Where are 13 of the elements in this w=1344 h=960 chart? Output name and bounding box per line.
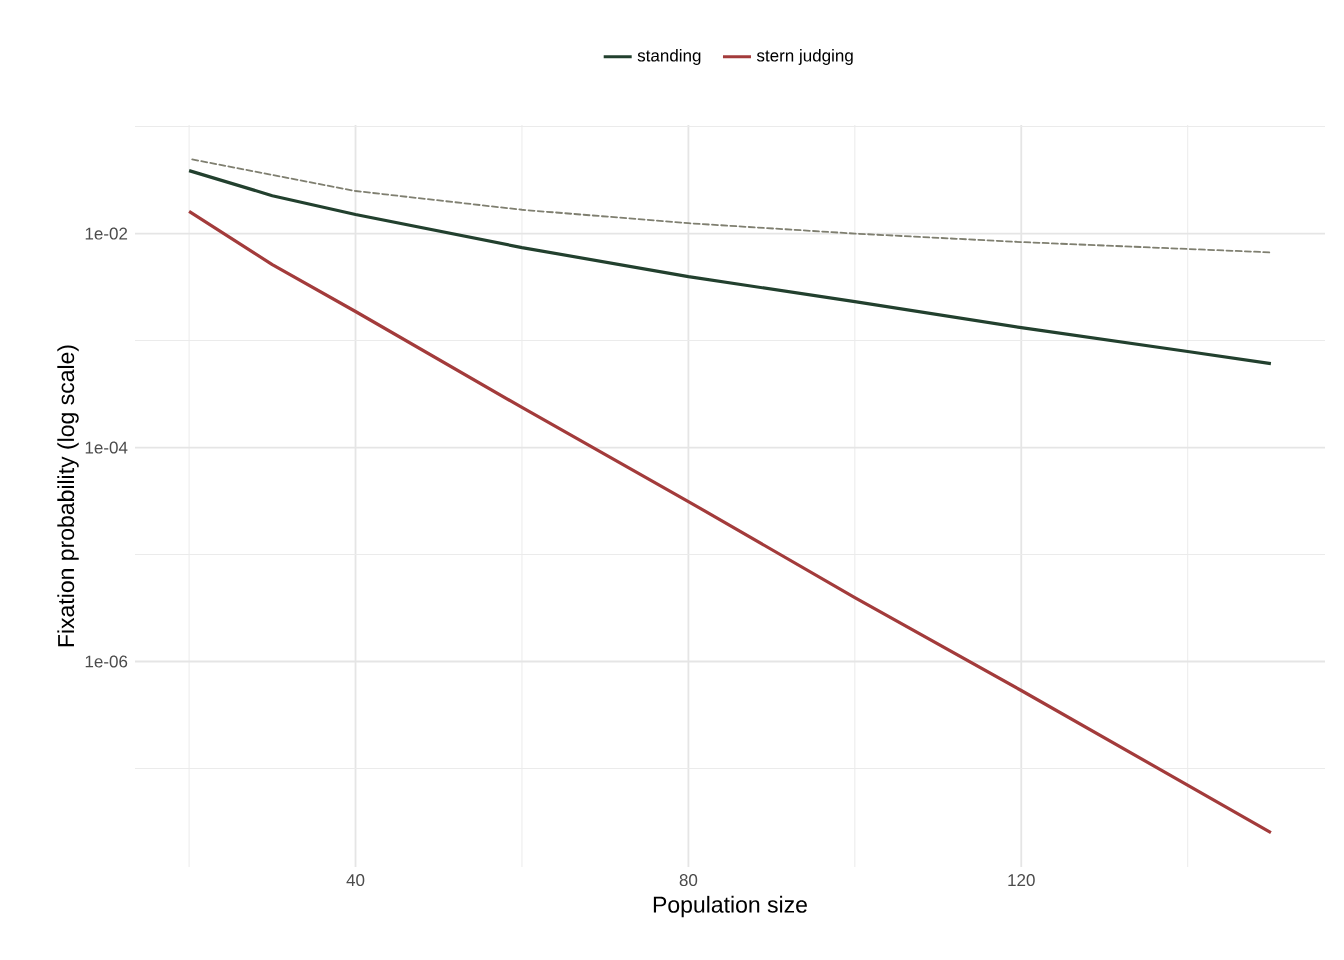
y-tick-label: 1e-06 bbox=[85, 655, 128, 668]
y-axis-title: Fixation probability (log scale) bbox=[57, 345, 79, 647]
line-series bbox=[187, 209, 1273, 835]
y-tick-label: 1e-02 bbox=[85, 227, 128, 240]
y-tick-label: 1e-04 bbox=[85, 441, 128, 454]
line-series bbox=[187, 169, 1273, 366]
legend-label: standing bbox=[637, 49, 701, 65]
x-axis-title: Population size bbox=[653, 895, 807, 918]
legend-label: stern judging bbox=[756, 49, 853, 65]
x-tick-label: 40 bbox=[346, 874, 365, 887]
x-tick-label: 80 bbox=[679, 874, 698, 887]
line-series bbox=[188, 157, 1272, 254]
x-tick-label: 120 bbox=[1008, 874, 1035, 887]
